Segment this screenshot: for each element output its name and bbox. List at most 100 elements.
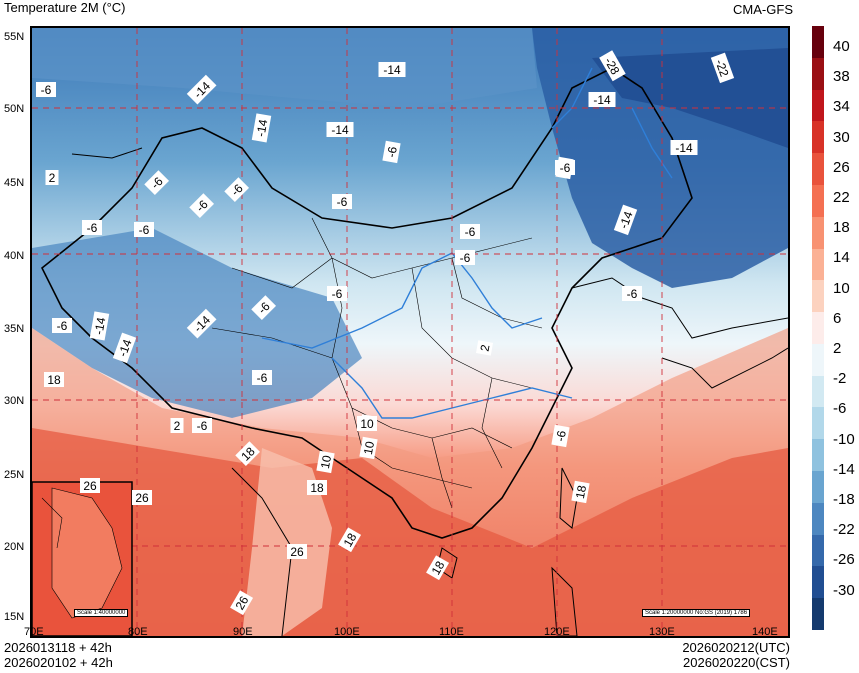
contour-label: 18	[307, 480, 327, 495]
svg-text:18: 18	[429, 558, 448, 577]
colorbar-label: -22	[833, 521, 855, 539]
contour-label: 26	[287, 544, 307, 559]
colorbar-label: 2	[833, 340, 842, 357]
init-time-cst: 2026020102 + 42h	[4, 655, 113, 670]
colorbar-swatch	[812, 534, 824, 567]
svg-text:18: 18	[573, 484, 589, 500]
inset-scale-label: Scale 1:40000000	[74, 609, 129, 617]
colorbar-swatch	[812, 184, 824, 218]
colorbar-swatch	[812, 280, 824, 313]
lon-tick: 80E	[128, 626, 148, 638]
svg-text:-6: -6	[465, 225, 476, 239]
colorbar-swatch	[812, 57, 824, 91]
contour-label: -6	[82, 220, 102, 235]
colorbar-label: 10	[833, 279, 850, 297]
svg-text:-6: -6	[197, 419, 208, 433]
coastline-northeast	[571, 277, 788, 339]
colorbar-swatch	[812, 375, 824, 408]
colorbar-label: -10	[833, 430, 855, 448]
contour-label: -6	[36, 82, 56, 97]
svg-text:-6: -6	[384, 145, 400, 158]
chart-title: Temperature 2M (°C)	[4, 0, 126, 15]
temperature-map[interactable]: -14-22-28-14-14-6-14-14-14-6-62-6-6-6-6-…	[32, 28, 788, 636]
svg-text:-14: -14	[675, 141, 693, 155]
contour-label: -6	[327, 286, 347, 301]
contour-label: -14	[89, 311, 110, 341]
svg-text:10: 10	[318, 454, 334, 470]
svg-text:-6: -6	[41, 83, 52, 97]
contour-label: 26	[230, 590, 254, 616]
svg-text:-6: -6	[57, 319, 68, 333]
svg-text:-6: -6	[139, 223, 150, 237]
colorbar-label: -30	[833, 581, 855, 599]
lon-tick: 100E	[334, 626, 360, 638]
contour-label: -6	[52, 318, 72, 333]
colorbar-label: 38	[833, 68, 850, 86]
contour-label: -6	[455, 250, 475, 265]
taiwan-coast	[559, 467, 578, 529]
svg-text:-6: -6	[337, 195, 348, 209]
svg-text:-6: -6	[560, 161, 571, 175]
svg-text:2: 2	[478, 343, 493, 352]
colorbar-swatch	[812, 407, 824, 440]
colorbar-swatch	[812, 153, 824, 186]
colorbar	[812, 26, 824, 631]
contour-label: -6	[460, 224, 480, 239]
lat-tick: 25N	[4, 469, 25, 481]
lat-tick: 30N	[4, 395, 25, 407]
svg-text:18: 18	[47, 373, 61, 387]
contour-label: -6	[382, 140, 401, 164]
lat-tick: 45N	[4, 177, 25, 189]
colorbar-label: 30	[833, 128, 850, 146]
country-border	[40, 67, 693, 539]
colorbar-label: -6	[833, 400, 847, 418]
colorbar-label: -14	[833, 460, 855, 478]
contour-label: -6	[622, 286, 642, 301]
coastline-japan	[661, 347, 788, 389]
contour-label: 10	[357, 416, 377, 431]
svg-text:18: 18	[310, 481, 324, 495]
svg-text:-14: -14	[92, 316, 109, 336]
contour-label: 18	[235, 441, 261, 467]
svg-text:2: 2	[174, 419, 181, 433]
lat-tick: 35N	[4, 323, 25, 335]
model-source-label: CMA-GFS	[733, 2, 793, 17]
contour-label: -14	[613, 204, 638, 236]
colorbar-label: 14	[833, 249, 850, 267]
colorbar-label: 26	[833, 158, 850, 176]
contour-label: -6	[224, 177, 250, 203]
colorbar-swatch	[812, 89, 824, 122]
svg-text:26: 26	[290, 545, 304, 559]
contour-label: -22	[710, 52, 735, 84]
svg-text:-6: -6	[553, 429, 569, 442]
contour-label: -6	[144, 170, 170, 196]
contour-label: 18	[571, 480, 590, 504]
svg-text:-6: -6	[627, 287, 638, 301]
hot-region	[32, 428, 788, 636]
colorbar-label: 22	[833, 189, 850, 206]
svg-text:-14: -14	[254, 118, 271, 138]
svg-text:2: 2	[49, 171, 56, 185]
colorbar-swatch	[812, 471, 824, 504]
svg-text:26: 26	[83, 479, 97, 493]
init-time-utc: 2026013118 + 42h	[4, 640, 112, 655]
colorbar-swatch	[812, 26, 824, 59]
contour-label: 10	[316, 450, 335, 474]
colorbar-label: 18	[833, 219, 850, 237]
contour-label: -14	[112, 332, 137, 364]
contour-label: 18	[426, 555, 450, 581]
contour-label: 2	[170, 418, 184, 433]
valid-time-cst: 2026020220(CST)	[683, 655, 790, 670]
lat-tick: 15N	[4, 611, 25, 623]
svg-text:10: 10	[361, 440, 377, 456]
svg-text:18: 18	[341, 530, 360, 549]
svg-text:-6: -6	[257, 371, 268, 385]
very-cold-region	[592, 48, 788, 148]
contour-labels: -14-22-28-14-14-6-14-14-14-6-62-6-6-6-6-…	[36, 50, 735, 616]
colorbar-label: 40	[833, 38, 850, 55]
lon-tick: 140E	[752, 626, 778, 638]
map-scale-label: Scale 1:20000000 No:GS (2019) 1786	[642, 609, 751, 617]
colorbar-label: 34	[833, 98, 850, 116]
colorbar-label: -2	[833, 370, 847, 388]
lon-tick: 120E	[544, 626, 570, 638]
